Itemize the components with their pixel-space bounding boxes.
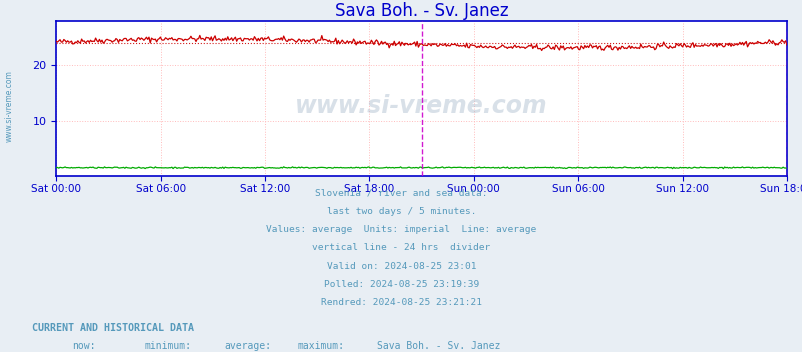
Text: Values: average  Units: imperial  Line: average: Values: average Units: imperial Line: av… — [266, 225, 536, 234]
Text: Slovenia / river and sea data.: Slovenia / river and sea data. — [315, 188, 487, 197]
Text: vertical line - 24 hrs  divider: vertical line - 24 hrs divider — [312, 243, 490, 252]
Text: Sava Boh. - Sv. Janez: Sava Boh. - Sv. Janez — [377, 341, 500, 351]
Text: Rendred: 2024-08-25 23:21:21: Rendred: 2024-08-25 23:21:21 — [321, 298, 481, 307]
Text: CURRENT AND HISTORICAL DATA: CURRENT AND HISTORICAL DATA — [32, 323, 194, 333]
Text: Polled: 2024-08-25 23:19:39: Polled: 2024-08-25 23:19:39 — [323, 280, 479, 289]
Text: last two days / 5 minutes.: last two days / 5 minutes. — [326, 207, 476, 216]
Title: Sava Boh. - Sv. Janez: Sava Boh. - Sv. Janez — [334, 1, 508, 20]
Text: maximum:: maximum: — [297, 341, 344, 351]
Text: Valid on: 2024-08-25 23:01: Valid on: 2024-08-25 23:01 — [326, 262, 476, 271]
Text: minimum:: minimum: — [144, 341, 192, 351]
Text: www.si-vreme.com: www.si-vreme.com — [5, 70, 14, 142]
Text: now:: now: — [72, 341, 95, 351]
Text: www.si-vreme.com: www.si-vreme.com — [295, 94, 547, 118]
Text: average:: average: — [225, 341, 272, 351]
